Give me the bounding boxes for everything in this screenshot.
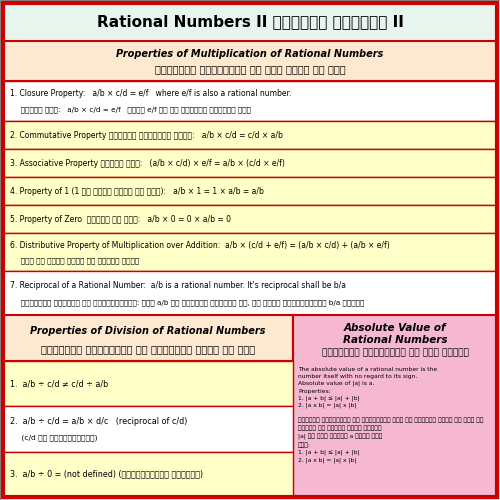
Text: 1. Closure Property:   a/b × c/d = e/f   where e/f is also a rational number.: 1. Closure Property: a/b × c/d = e/f whe… <box>10 90 292 98</box>
Text: पारिमेय संख्याओं का परम मूल्य: पारिमेय संख्याओं का परम मूल्य <box>322 348 468 358</box>
Bar <box>3 406 293 452</box>
Text: Absolute Value of: Absolute Value of <box>344 323 446 333</box>
Bar <box>3 41 497 81</box>
Text: पारिमेय संख्या का व्युत्क्रम: यदि a/b एक परिमेय संख्या है, तो उसका व्युत्क्रम b/: पारिमेय संख्या का व्युत्क्रम: यदि a/b एक… <box>14 300 364 306</box>
Bar <box>3 121 497 149</box>
Bar <box>3 233 497 271</box>
Bar <box>3 81 497 121</box>
Text: (c/d का व्युत्क्रम): (c/d का व्युत्क्रम) <box>12 435 98 442</box>
Text: 6. Distributive Property of Multiplication over Addition:  a/b × (c/d + e/f) = (: 6. Distributive Property of Multiplicati… <box>10 240 390 250</box>
Text: 5. Property of Zero  शून्य के गुण:   a/b × 0 = 0 × a/b = 0: 5. Property of Zero शून्य के गुण: a/b × … <box>10 214 231 224</box>
Bar <box>3 452 293 497</box>
Bar <box>3 205 497 233</box>
Text: Properties of Multiplication of Rational Numbers: Properties of Multiplication of Rational… <box>116 49 384 59</box>
Text: समापन गुण:   a/b × c/d = e/f   जहाँ e/f भी एक परिमेय संख्या है।: समापन गुण: a/b × c/d = e/f जहाँ e/f भी ए… <box>14 106 251 113</box>
Bar <box>293 315 497 497</box>
Bar <box>3 3 497 41</box>
Bar <box>3 149 497 177</box>
Text: Properties of Division of Rational Numbers: Properties of Division of Rational Numbe… <box>30 326 266 336</box>
Text: पारिमेय संख्याओं के गुण करने के गुण: पारिमेय संख्याओं के गुण करने के गुण <box>154 64 346 74</box>
Bar <box>3 271 497 315</box>
Text: 2. Commutative Property विनिमय संपत्ति नियम:   a/b × c/d = c/d × a/b: 2. Commutative Property विनिमय संपत्ति न… <box>10 130 283 140</box>
Text: 3.  a/b ÷ 0 = (not defined) (अनिर्धारित संख्या): 3. a/b ÷ 0 = (not defined) (अनिर्धारित स… <box>10 470 203 479</box>
Text: पारिमेय संख्याओं को विभाजित करने के गुण: पारिमेय संख्याओं को विभाजित करने के गुण <box>41 344 255 354</box>
Text: 2.  a/b ÷ c/d = a/b × d/c   (reciprocal of c/d): 2. a/b ÷ c/d = a/b × d/c (reciprocal of … <box>10 417 188 426</box>
Text: Rational Numbers: Rational Numbers <box>343 335 448 345</box>
Text: 1.  a/b ÷ c/d ≠ c/d ÷ a/b: 1. a/b ÷ c/d ≠ c/d ÷ a/b <box>10 379 108 388</box>
Bar <box>3 315 293 361</box>
Text: 3. Associative Property सहचरी गुण:   (a/b × c/d) × e/f = a/b × (c/d × e/f): 3. Associative Property सहचरी गुण: (a/b … <box>10 158 285 168</box>
Bar <box>3 361 293 406</box>
Bar <box>3 177 497 205</box>
Text: Rational Numbers II परिमेय संख्या II: Rational Numbers II परिमेय संख्या II <box>96 14 404 30</box>
Text: 7. Reciprocal of a Rational Number:  a/b is a rational number. It's reciprocal s: 7. Reciprocal of a Rational Number: a/b … <box>10 280 346 289</box>
Text: जमा पर गुणा करने के वितरक गुण।: जमा पर गुणा करने के वितरक गुण। <box>14 257 139 264</box>
Text: 4. Property of 1 (1 से गुणा करने के गुण):   a/b × 1 = 1 × a/b = a/b: 4. Property of 1 (1 से गुणा करने के गुण)… <box>10 186 264 196</box>
Text: The absolute value of a rational number is the
number itself with no regard to i: The absolute value of a rational number … <box>298 367 484 462</box>
